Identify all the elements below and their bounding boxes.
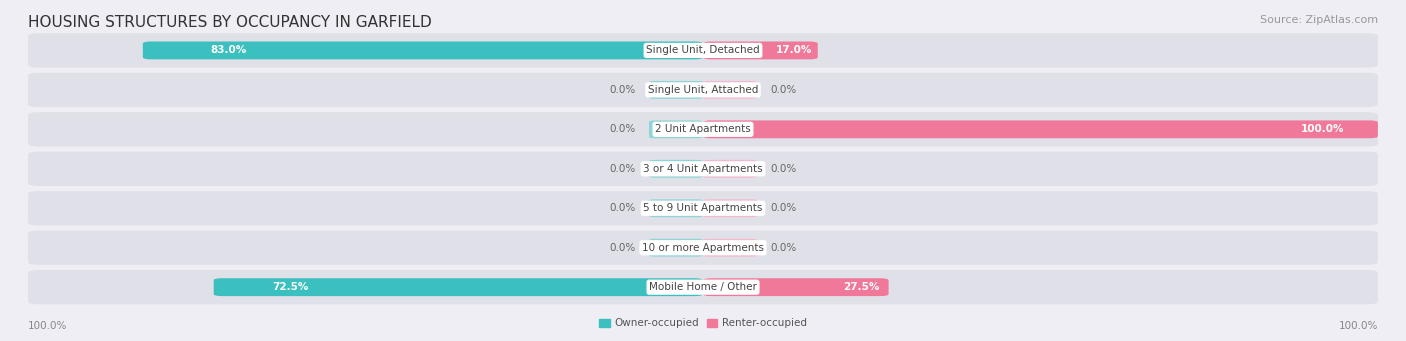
Text: 0.0%: 0.0%: [770, 203, 797, 213]
Text: 72.5%: 72.5%: [273, 282, 309, 292]
Text: 0.0%: 0.0%: [609, 164, 636, 174]
Text: 27.5%: 27.5%: [844, 282, 879, 292]
Text: Mobile Home / Other: Mobile Home / Other: [650, 282, 756, 292]
Text: 0.0%: 0.0%: [609, 243, 636, 253]
Text: 100.0%: 100.0%: [28, 321, 67, 331]
FancyBboxPatch shape: [28, 191, 1378, 225]
FancyBboxPatch shape: [28, 152, 1378, 186]
Text: Single Unit, Detached: Single Unit, Detached: [647, 45, 759, 56]
FancyBboxPatch shape: [650, 239, 703, 257]
Text: 17.0%: 17.0%: [776, 45, 813, 56]
FancyBboxPatch shape: [703, 239, 756, 257]
FancyBboxPatch shape: [28, 270, 1378, 304]
Text: 0.0%: 0.0%: [609, 203, 636, 213]
Text: Single Unit, Attached: Single Unit, Attached: [648, 85, 758, 95]
FancyBboxPatch shape: [28, 33, 1378, 68]
Text: 3 or 4 Unit Apartments: 3 or 4 Unit Apartments: [643, 164, 763, 174]
Text: 0.0%: 0.0%: [770, 85, 797, 95]
Text: 0.0%: 0.0%: [770, 164, 797, 174]
FancyBboxPatch shape: [650, 81, 703, 99]
Text: 100.0%: 100.0%: [1301, 124, 1344, 134]
FancyBboxPatch shape: [703, 160, 756, 178]
Text: 5 to 9 Unit Apartments: 5 to 9 Unit Apartments: [644, 203, 762, 213]
Legend: Owner-occupied, Renter-occupied: Owner-occupied, Renter-occupied: [595, 314, 811, 332]
FancyBboxPatch shape: [703, 199, 756, 217]
FancyBboxPatch shape: [703, 81, 756, 99]
FancyBboxPatch shape: [650, 120, 703, 138]
Text: HOUSING STRUCTURES BY OCCUPANCY IN GARFIELD: HOUSING STRUCTURES BY OCCUPANCY IN GARFI…: [28, 15, 432, 30]
FancyBboxPatch shape: [650, 199, 703, 217]
FancyBboxPatch shape: [214, 278, 703, 296]
Text: 0.0%: 0.0%: [770, 243, 797, 253]
Text: 10 or more Apartments: 10 or more Apartments: [643, 243, 763, 253]
Text: 0.0%: 0.0%: [609, 124, 636, 134]
Text: 2 Unit Apartments: 2 Unit Apartments: [655, 124, 751, 134]
FancyBboxPatch shape: [703, 42, 818, 59]
FancyBboxPatch shape: [28, 112, 1378, 147]
Text: Source: ZipAtlas.com: Source: ZipAtlas.com: [1260, 15, 1378, 25]
Text: 83.0%: 83.0%: [209, 45, 246, 56]
FancyBboxPatch shape: [703, 120, 1378, 138]
Text: 100.0%: 100.0%: [1339, 321, 1378, 331]
FancyBboxPatch shape: [28, 73, 1378, 107]
Text: 0.0%: 0.0%: [609, 85, 636, 95]
FancyBboxPatch shape: [143, 42, 703, 59]
FancyBboxPatch shape: [28, 231, 1378, 265]
FancyBboxPatch shape: [703, 278, 889, 296]
FancyBboxPatch shape: [650, 160, 703, 178]
